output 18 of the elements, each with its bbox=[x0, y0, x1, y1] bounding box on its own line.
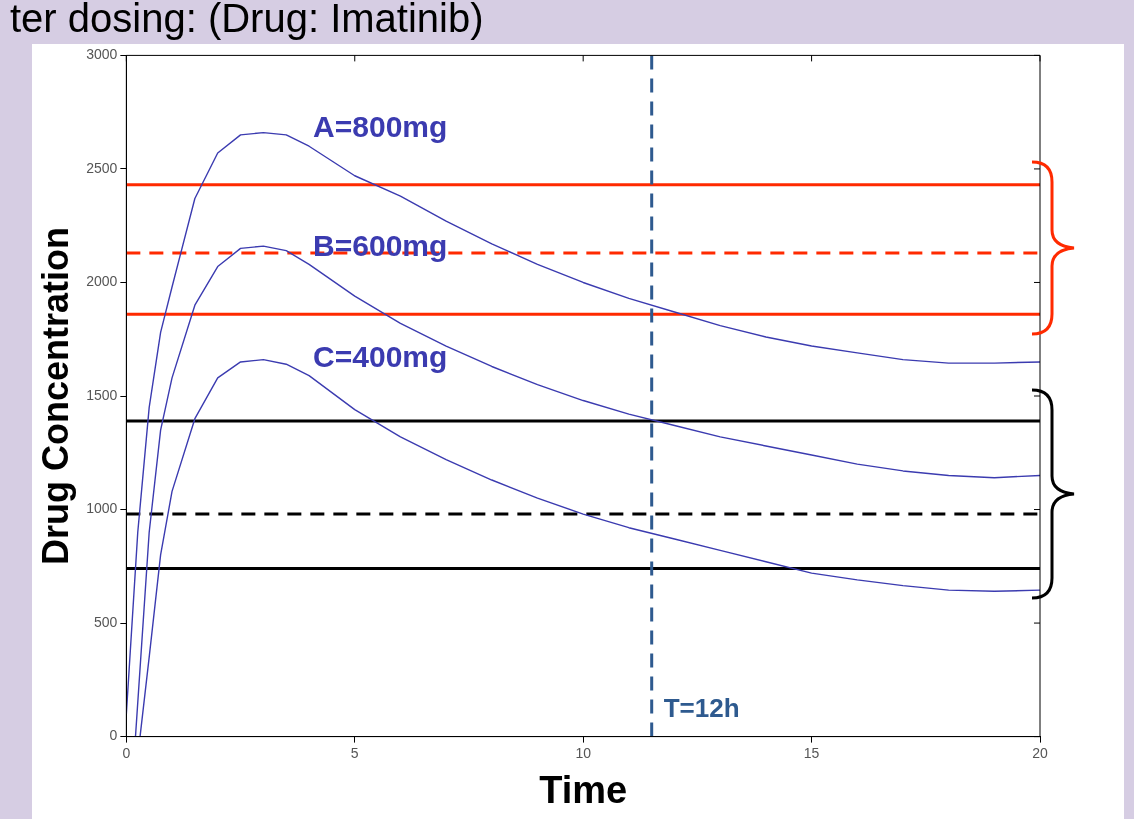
x-tick-label: 20 bbox=[1032, 744, 1048, 761]
y-tick-label: 1000 bbox=[86, 500, 118, 517]
x-axis-title: Time bbox=[539, 768, 628, 811]
chart-title: ter dosing: (Drug: Imatinib) bbox=[10, 0, 484, 41]
y-tick-label: 0 bbox=[109, 727, 118, 744]
y-axis-title: Drug Concentration bbox=[34, 227, 76, 565]
y-tick-label: 2500 bbox=[86, 159, 118, 176]
y-tick-label: 1500 bbox=[86, 386, 118, 403]
ref-line-label: T=12h bbox=[663, 692, 740, 723]
x-tick-label: 15 bbox=[803, 744, 820, 761]
y-tick-label: 500 bbox=[93, 613, 118, 630]
series-label: C=400mg bbox=[313, 339, 448, 373]
x-tick-label: 10 bbox=[575, 744, 592, 761]
series-label: A=800mg bbox=[313, 110, 448, 144]
x-tick-label: 5 bbox=[350, 744, 359, 761]
y-tick-label: 3000 bbox=[86, 46, 118, 63]
y-tick-label: 2000 bbox=[86, 273, 118, 290]
x-tick-label: 0 bbox=[122, 744, 131, 761]
